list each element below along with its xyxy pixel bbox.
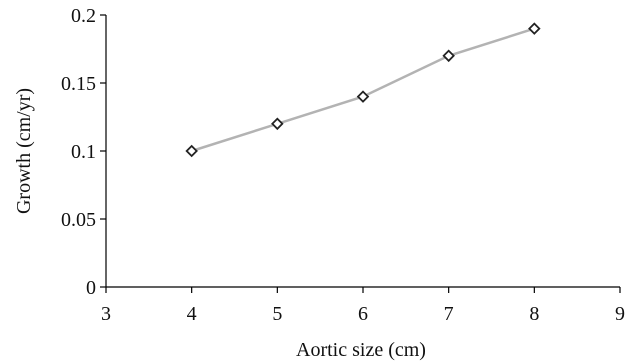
x-tick-label: 4 bbox=[187, 303, 197, 325]
y-tick-label: 0.15 bbox=[61, 73, 96, 95]
x-tick-label: 3 bbox=[101, 303, 111, 325]
data-point-marker bbox=[528, 22, 541, 35]
x-tick-label: 5 bbox=[272, 303, 282, 325]
data-point-marker bbox=[356, 90, 370, 103]
x-tick-label: 9 bbox=[615, 303, 625, 325]
y-axis-label: Growth (cm/yr) bbox=[13, 88, 35, 214]
tick-labels: 0 0.05 0.1 0.15 0.2 3 4 5 6 7 8 9 bbox=[61, 5, 625, 325]
y-tick-label: 0.2 bbox=[71, 5, 96, 27]
axes bbox=[100, 14, 621, 293]
series-line bbox=[191, 27, 535, 153]
data-series bbox=[185, 22, 541, 158]
x-tick-label: 7 bbox=[444, 303, 454, 325]
y-tick-label: 0.1 bbox=[71, 141, 96, 163]
y-tick-label: 0.05 bbox=[61, 209, 96, 231]
x-axis-label: Aortic size (cm) bbox=[296, 339, 426, 361]
data-point-marker bbox=[271, 117, 284, 131]
data-point-marker bbox=[185, 144, 198, 158]
data-point-marker bbox=[442, 49, 455, 63]
x-tick-label: 8 bbox=[529, 303, 539, 325]
x-tick-label: 6 bbox=[358, 303, 368, 325]
y-tick-label: 0 bbox=[86, 277, 96, 299]
